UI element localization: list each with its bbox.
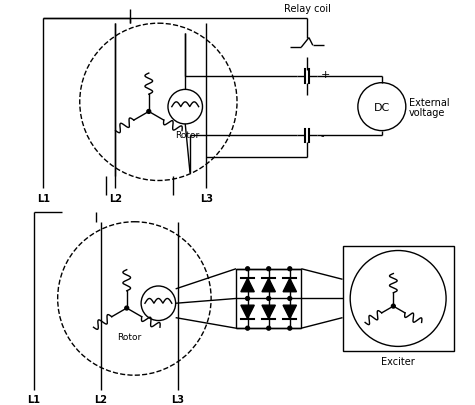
Circle shape [288, 326, 292, 330]
Circle shape [288, 297, 292, 301]
Polygon shape [283, 279, 296, 292]
Circle shape [267, 267, 271, 271]
Text: L2: L2 [95, 394, 107, 404]
Bar [342, 246, 454, 352]
Circle shape [147, 110, 151, 114]
Text: DC: DC [374, 102, 390, 112]
Text: -: - [321, 131, 324, 141]
Circle shape [246, 297, 249, 301]
Text: Relay coil: Relay coil [284, 4, 331, 14]
Text: L2: L2 [109, 194, 122, 203]
Circle shape [125, 306, 129, 310]
Circle shape [267, 297, 271, 301]
Text: Exciter: Exciter [381, 356, 415, 366]
Bar [236, 269, 301, 328]
Text: voltage: voltage [408, 108, 445, 118]
Polygon shape [262, 279, 276, 292]
Polygon shape [241, 305, 254, 319]
Text: External: External [408, 98, 449, 108]
Text: L1: L1 [37, 194, 50, 203]
Polygon shape [262, 305, 276, 319]
Circle shape [391, 305, 395, 308]
Polygon shape [241, 279, 254, 292]
Text: L3: L3 [171, 394, 184, 404]
Text: L1: L1 [27, 394, 40, 404]
Text: +: + [321, 70, 330, 80]
Circle shape [288, 267, 292, 271]
Text: Rotor: Rotor [117, 332, 142, 341]
Circle shape [246, 267, 249, 271]
Text: L3: L3 [200, 194, 213, 203]
Text: Rotor: Rotor [175, 130, 199, 139]
Circle shape [267, 326, 271, 330]
Polygon shape [283, 305, 296, 319]
Circle shape [246, 326, 249, 330]
